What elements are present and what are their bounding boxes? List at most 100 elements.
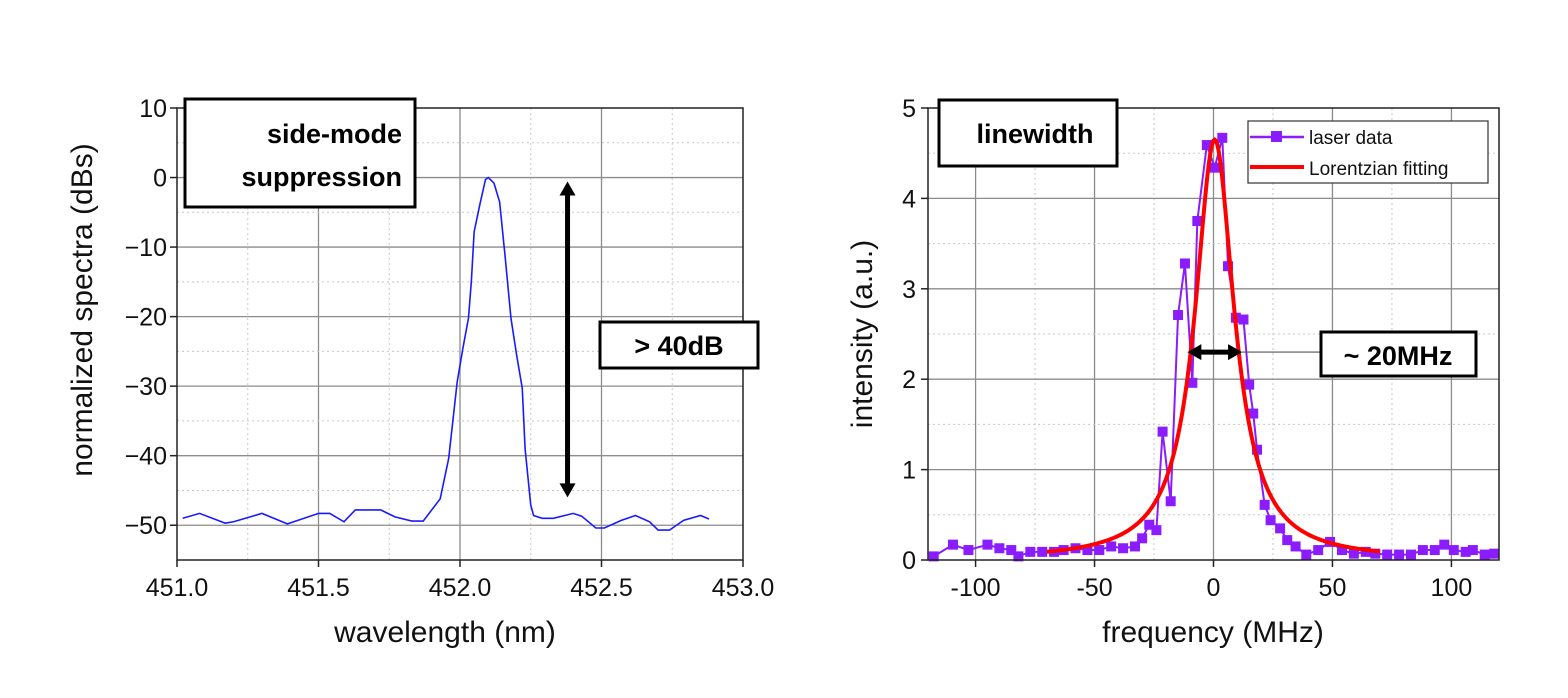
x-tick-label: 100 [1431, 574, 1473, 602]
suppression-label: > 40dB [634, 331, 723, 361]
arrow-head-up [559, 181, 576, 196]
laser-data-point [1248, 408, 1259, 419]
y-tick-label: 4 [902, 185, 916, 213]
suppression-double-arrow [559, 181, 576, 498]
x-tick-label: 451.5 [287, 574, 350, 602]
lorentzian-fit-curve [1046, 136, 1381, 554]
laser-data-point [1144, 519, 1155, 530]
right-tick-labels: -100 -50 0 50 100 0 1 2 3 4 5 [902, 95, 1472, 602]
x-tick-label: 0 [1207, 574, 1221, 602]
laser-data-point [1439, 539, 1450, 550]
y-tick-label: −30 [125, 373, 167, 401]
laser-data-point [1370, 548, 1381, 559]
laser-data-point [1265, 515, 1276, 526]
left-x-axis-label: wavelength (nm) [333, 616, 556, 649]
linewidth-title: linewidth [977, 119, 1094, 149]
y-tick-label: 1 [902, 457, 916, 485]
legend-laser-data-swatch [1250, 131, 1304, 142]
linewidth-title-box: linewidth [937, 98, 1119, 168]
x-tick-label: 452.5 [570, 574, 633, 602]
spectrum-line [182, 176, 710, 531]
laser-data-point [1460, 546, 1471, 557]
laser-data-point [963, 545, 974, 556]
laser-data-point [1201, 140, 1212, 151]
fwhm-double-arrow [1187, 344, 1321, 361]
laser-data-point [1282, 535, 1293, 546]
laser-data-point [1165, 496, 1176, 507]
right-y-axis-label: intensity (a.u.) [846, 240, 879, 428]
laser-data-point [1479, 549, 1490, 560]
fwhm-label: ~ 20MHz [1344, 341, 1453, 371]
legend-lorentzian-fitting: Lorentzian fitting [1309, 159, 1448, 180]
laser-data-point [1405, 549, 1416, 560]
laser-data-point [1223, 261, 1234, 272]
laser-data-point [1209, 162, 1220, 173]
laser-data-point [1360, 546, 1371, 557]
suppression-label-box: > 40dB [598, 320, 760, 370]
title-line-1: side-mode [267, 119, 402, 149]
laser-data-point [1467, 545, 1478, 556]
y-tick-label: −10 [125, 234, 167, 262]
y-tick-label: −50 [125, 512, 167, 540]
fwhm-label-box: ~ 20MHz [1319, 330, 1478, 378]
laser-data-point [1179, 258, 1190, 269]
y-tick-label: −20 [125, 304, 167, 332]
laser-data-point [1187, 377, 1198, 388]
laser-data-point [1489, 548, 1500, 559]
arrow-head-down [559, 483, 576, 498]
right-series [928, 132, 1500, 562]
y-tick-label: −40 [125, 443, 167, 471]
laser-data-point [994, 543, 1005, 554]
left-y-axis-label: normalized spectra (dBs) [66, 143, 99, 476]
laser-data-point [1290, 541, 1301, 552]
laser-data-point [1382, 549, 1393, 560]
linewidth-chart: -100 -50 0 50 100 0 1 2 3 4 5 frequency (MHz) inte… [846, 95, 1500, 649]
x-tick-label: 453.0 [712, 574, 775, 602]
laser-data-point [1348, 548, 1359, 559]
laser-data-point [1037, 546, 1048, 557]
y-tick-label: 10 [139, 95, 167, 123]
laser-data-point [1259, 499, 1270, 510]
side-mode-title-box: side-mode suppression [183, 97, 417, 209]
x-tick-label: 50 [1319, 574, 1347, 602]
laser-data-point [1173, 310, 1184, 321]
laser-data-point [1006, 545, 1017, 556]
laser-data-point [1313, 545, 1324, 556]
legend-laser-data: laser data [1309, 128, 1393, 149]
laser-data-point [1417, 545, 1428, 556]
right-x-axis-label: frequency (MHz) [1102, 616, 1324, 649]
arrow-head-right [1228, 344, 1243, 361]
y-tick-label: 5 [902, 95, 916, 123]
laser-data-point [1275, 523, 1286, 534]
y-tick-label: 3 [902, 276, 916, 304]
laser-data-point [1238, 314, 1249, 325]
y-tick-label: 2 [902, 366, 916, 394]
x-tick-label: 451.0 [146, 574, 209, 602]
left-tick-labels: 451.0 451.5 452.0 452.5 453.0 10 0 −10 −20 −30 −40… [125, 95, 775, 602]
laser-data-point [1094, 545, 1105, 556]
laser-data-point [982, 539, 993, 550]
laser-data-point [1129, 541, 1140, 552]
laser-data-point [1013, 551, 1024, 562]
laser-data-point [1429, 545, 1440, 556]
laser-data-point [1118, 543, 1129, 554]
laser-data-point [1157, 426, 1168, 437]
laser-data-point [1252, 444, 1263, 455]
arrow-head-left [1187, 344, 1202, 361]
legend: laser data Lorentzian fitting [1247, 120, 1489, 184]
laser-data-point [1106, 541, 1117, 552]
laser-data-point [1394, 549, 1405, 560]
side-mode-chart: 451.0 451.5 452.0 452.5 453.0 10 0 −10 −20 −30 −40… [66, 95, 774, 649]
left-series [182, 176, 710, 531]
laser-data-point [1025, 546, 1036, 557]
laser-data-point [1217, 132, 1228, 143]
x-tick-label: -100 [951, 574, 1001, 602]
title-line-2: suppression [241, 162, 402, 192]
y-tick-label: 0 [153, 165, 167, 193]
y-tick-label: 0 [902, 547, 916, 575]
laser-data-point [1244, 379, 1255, 390]
laser-data-point [928, 551, 939, 562]
laser-data-point [1336, 545, 1347, 556]
laser-data-point [1301, 549, 1312, 560]
